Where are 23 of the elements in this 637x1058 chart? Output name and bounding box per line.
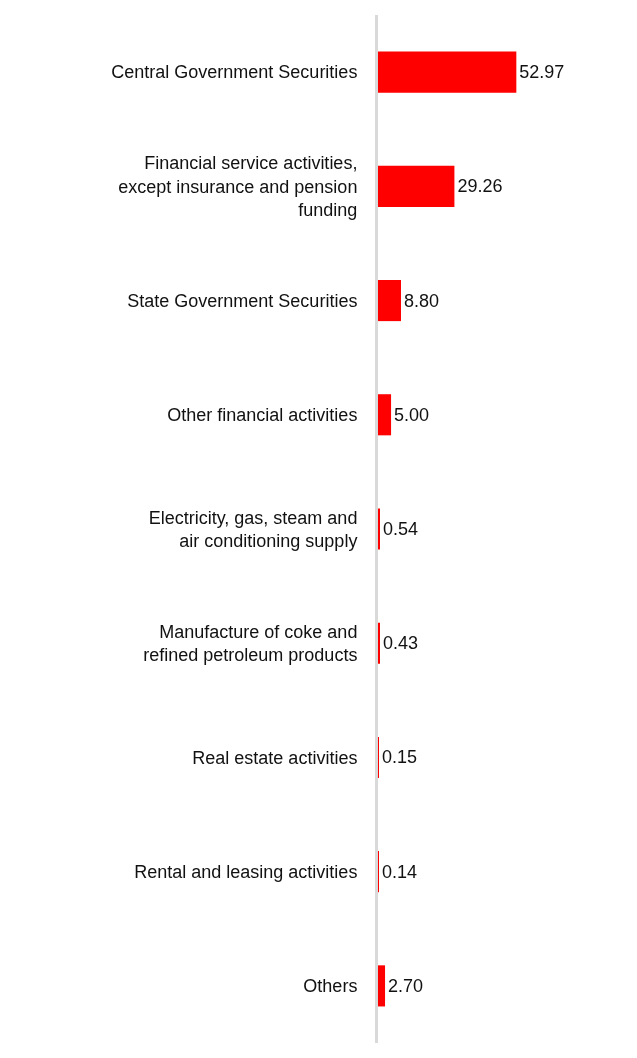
data-label: 2.70 xyxy=(388,975,424,996)
y-tick-label: Financial service activities, except insurance and pension funding xyxy=(118,153,358,221)
y-tick-label: Manufacture of coke and refined petroleum products xyxy=(143,621,358,666)
y-tick-label: Rental and leasing activities xyxy=(134,861,358,882)
bar xyxy=(378,51,517,93)
data-label: 8.80 xyxy=(403,290,440,311)
y-tick-label: Others xyxy=(303,976,358,997)
data-label: 0.15 xyxy=(382,747,418,768)
bar xyxy=(378,394,392,436)
bar xyxy=(378,280,401,322)
y-tick-label: Real estate activities xyxy=(192,747,358,768)
y-tick-label: Electricity, gas, steam and air conditioning supply xyxy=(148,507,358,551)
data-label: 52.97 xyxy=(519,62,565,83)
data-label: 5.00 xyxy=(394,404,430,425)
data-label: 0.14 xyxy=(382,861,418,882)
y-tick-label: Other financial activities xyxy=(167,405,358,426)
data-label: 0.43 xyxy=(383,633,419,654)
y-tick-label: Central Government Securities xyxy=(111,62,358,83)
data-label: 0.54 xyxy=(383,519,419,539)
y-tick-label: State Government Securities xyxy=(127,290,358,311)
bar xyxy=(378,165,455,207)
bar xyxy=(378,965,386,1007)
data-label: 29.26 xyxy=(457,176,503,197)
